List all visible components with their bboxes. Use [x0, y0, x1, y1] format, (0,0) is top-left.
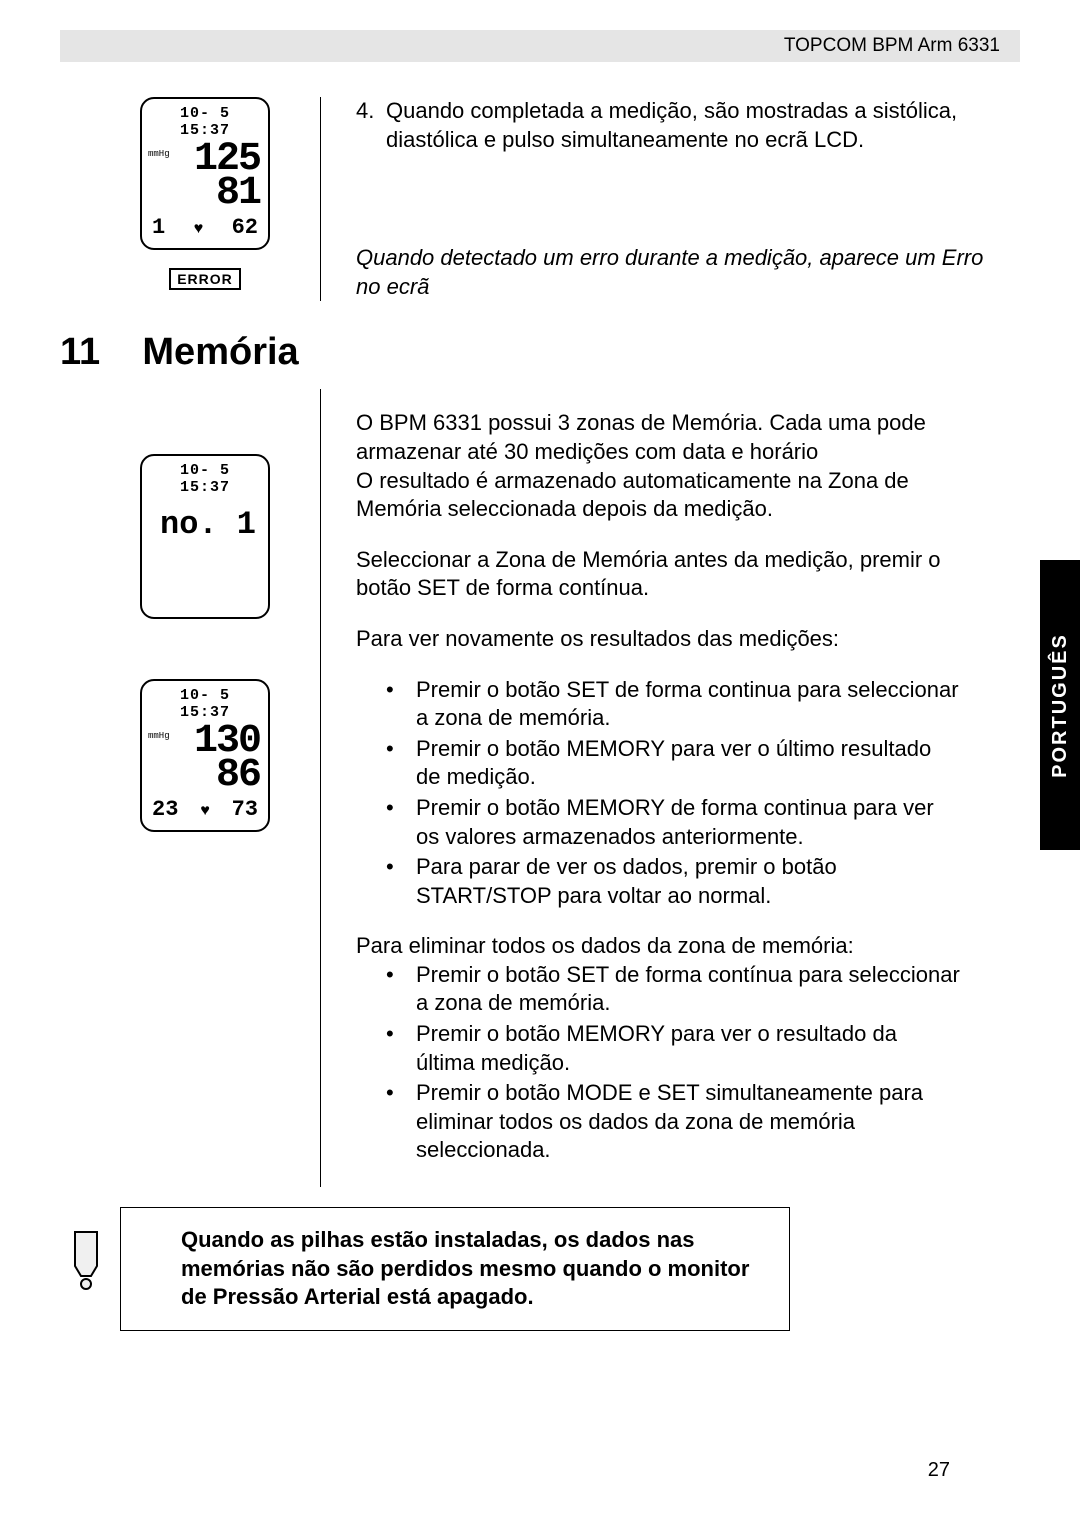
header-bar: TOPCOM BPM Arm 6331 [60, 30, 1020, 62]
text-column-1: 4. Quando completada a medição, são most… [321, 97, 1020, 301]
lcd1-mem-index: 1 [152, 215, 165, 240]
section-number: 11 [60, 331, 100, 373]
heart-icon: ♥ [200, 802, 210, 820]
delete-intro: Para eliminar todos os dados da zona de … [356, 932, 960, 961]
step-4-text: Quando completada a medição, são mostrad… [386, 97, 1000, 154]
page-content: TOPCOM BPM Arm 6331 10- 5 15:37 mmHg 125… [60, 0, 1020, 1522]
lcd-display-1: 10- 5 15:37 mmHg 125 81 1 ♥ 62 [140, 97, 270, 250]
page-number: 27 [928, 1459, 950, 1482]
review-bullets: Premir o botão SET de forma continua par… [356, 676, 960, 911]
section-title: 11 Memória [60, 331, 1020, 374]
warning-text: Quando as pilhas estão instaladas, os da… [181, 1227, 749, 1309]
lcd-display-3: 10- 5 15:37 mmHg 130 86 23 ♥ 73 [140, 679, 270, 832]
delete-bullets: Premir o botão SET de forma contínua par… [356, 961, 960, 1165]
lcd-display-2: 10- 5 15:37 no. 1 [140, 454, 270, 619]
lcd1-pulse: 62 [232, 215, 258, 240]
section-measurement-result: 10- 5 15:37 mmHg 125 81 1 ♥ 62 ERROR 4. … [60, 97, 1020, 301]
heart-icon: ♥ [194, 220, 204, 238]
lcd1-bottom: 1 ♥ 62 [150, 215, 260, 240]
lcd3-mem-index: 23 [152, 797, 178, 822]
list-item: Para parar de ver os dados, premir o bot… [386, 853, 960, 910]
warning-box: Quando as pilhas estão instaladas, os da… [120, 1207, 790, 1331]
lcd3-pulse: 73 [232, 797, 258, 822]
lcd3-bottom: 23 ♥ 73 [150, 797, 260, 822]
memory-select: Seleccionar a Zona de Memória antes da m… [356, 546, 960, 603]
error-badge: ERROR [169, 268, 241, 290]
text-column-2: O BPM 6331 possui 3 zonas de Memória. Ca… [321, 389, 1020, 1187]
language-tab: PORTUGUÊS [1040, 560, 1080, 850]
list-item: Premir o botão MEMORY para ver o resulta… [386, 1020, 960, 1077]
list-item: Premir o botão MODE e SET simultaneament… [386, 1079, 960, 1165]
section-memory: 10- 5 15:37 no. 1 10- 5 15:37 mmHg 130 8… [60, 389, 1020, 1187]
section-name: Memória [142, 331, 298, 373]
product-name: TOPCOM BPM Arm 6331 [784, 35, 1000, 57]
list-item: Premir o botão MEMORY de forma continua … [386, 794, 960, 851]
lcd-column-1: 10- 5 15:37 mmHg 125 81 1 ♥ 62 ERROR [60, 97, 320, 301]
memory-intro-1: O BPM 6331 possui 3 zonas de Memória. Ca… [356, 410, 926, 464]
memory-intro: O BPM 6331 possui 3 zonas de Memória. Ca… [356, 409, 960, 523]
step-4: 4. Quando completada a medição, são most… [356, 97, 1000, 154]
step-4-number: 4. [356, 97, 386, 154]
exclamation-icon [65, 1228, 107, 1290]
memory-intro-2: O resultado é armazenado automaticamente… [356, 468, 909, 522]
review-intro: Para ver novamente os resultados das med… [356, 625, 960, 654]
list-item: Premir o botão SET de forma contínua par… [386, 961, 960, 1018]
lcd2-datetime: 10- 5 15:37 [150, 462, 260, 496]
lcd2-memory-no: no. 1 [150, 506, 260, 543]
lcd-column-2: 10- 5 15:37 no. 1 10- 5 15:37 mmHg 130 8… [60, 389, 320, 1187]
error-note: Quando detectado um erro durante a mediç… [356, 244, 1000, 301]
list-item: Premir o botão MEMORY para ver o último … [386, 735, 960, 792]
language-tab-label: PORTUGUÊS [1049, 633, 1072, 778]
lcd3-unit: mmHg [148, 731, 170, 741]
lcd3-datetime: 10- 5 15:37 [150, 687, 260, 721]
lcd1-datetime: 10- 5 15:37 [150, 105, 260, 139]
list-item: Premir o botão SET de forma continua par… [386, 676, 960, 733]
lcd1-unit: mmHg [148, 149, 170, 159]
